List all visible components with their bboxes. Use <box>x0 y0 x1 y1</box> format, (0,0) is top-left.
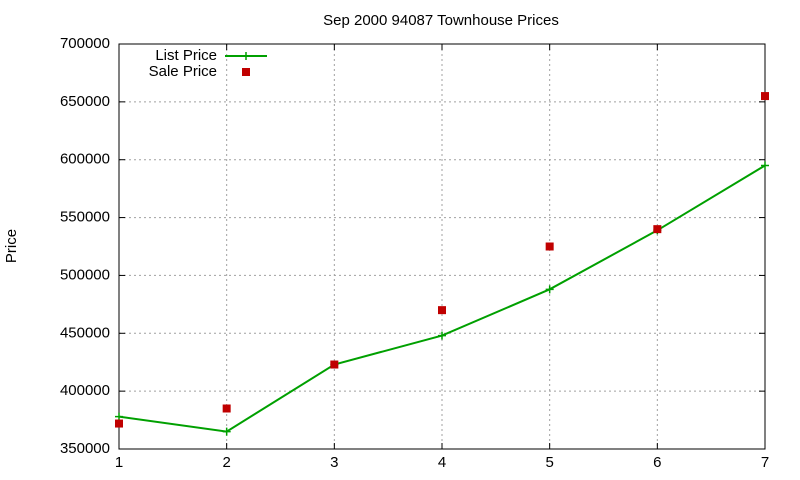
point <box>438 331 446 340</box>
point <box>330 360 339 369</box>
point <box>545 242 554 251</box>
y-tick-label: 550000 <box>60 209 110 226</box>
y-axis-label: Price <box>3 229 20 263</box>
y-tick-label: 600000 <box>60 151 110 168</box>
legend-marker <box>242 68 250 76</box>
y-tick-label: 350000 <box>60 440 110 457</box>
x-tick-label: 7 <box>761 454 769 471</box>
y-tick-label: 500000 <box>60 266 110 283</box>
legend-marker <box>242 52 250 60</box>
legend-label: List Price <box>155 47 217 64</box>
point <box>761 92 769 101</box>
x-tick-label: 4 <box>438 454 446 471</box>
point <box>115 412 123 421</box>
point <box>222 427 231 436</box>
x-tick-label: 2 <box>222 454 230 471</box>
y-tick-label: 450000 <box>60 324 110 341</box>
point <box>653 225 662 234</box>
legend-label: Sale Price <box>149 63 217 80</box>
y-tick-label: 400000 <box>60 382 110 399</box>
chart-title: Sep 2000 94087 Townhouse Prices <box>323 12 559 29</box>
point <box>438 306 446 315</box>
x-tick-label: 1 <box>115 454 123 471</box>
plot-border <box>118 43 766 450</box>
point <box>761 161 769 170</box>
y-tick-label: 700000 <box>60 35 110 52</box>
x-tick-label: 3 <box>330 454 338 471</box>
x-tick-label: 5 <box>545 454 553 471</box>
point <box>115 419 123 428</box>
x-tick-label: 6 <box>653 454 661 471</box>
point <box>545 285 554 294</box>
point <box>222 404 231 413</box>
y-tick-label: 650000 <box>60 93 110 110</box>
